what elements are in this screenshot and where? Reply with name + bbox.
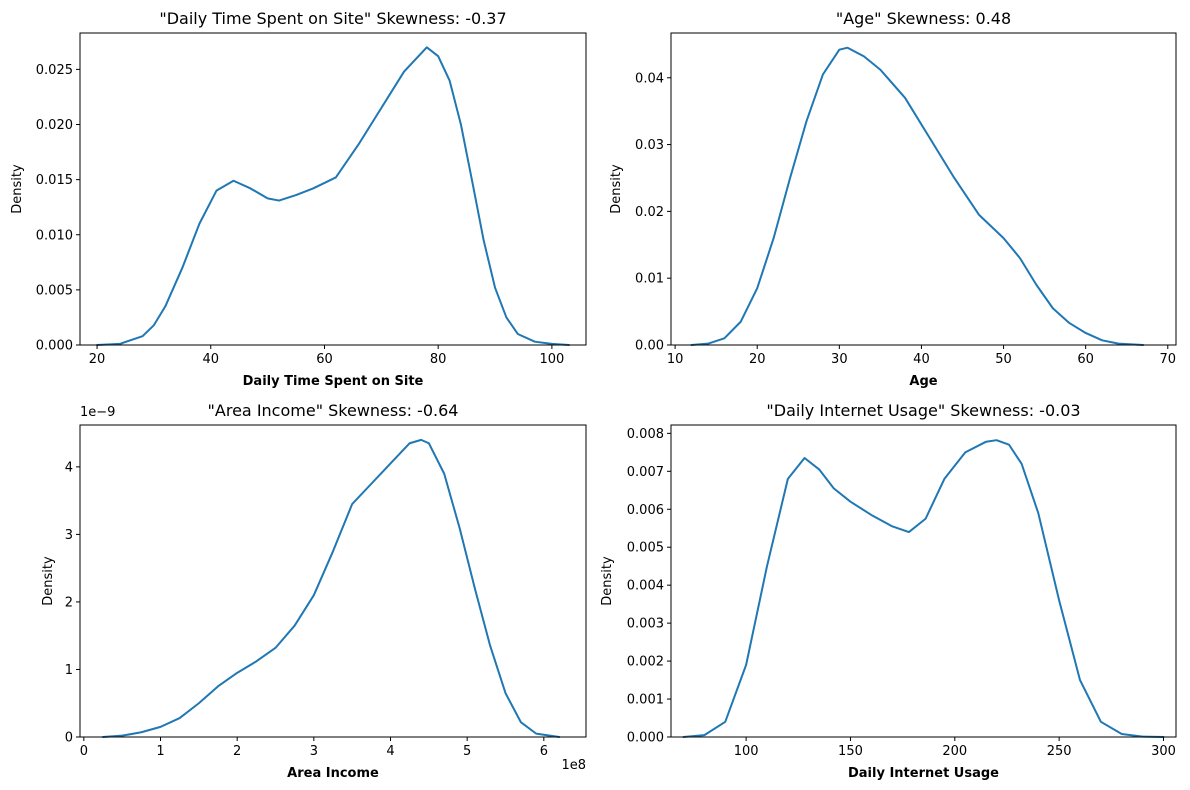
y-axis-label: Density [600,556,615,606]
y-tick-label: 3 [65,528,73,543]
subplot-1: "Daily Time Spent on Site" Skewness: -0.… [10,9,587,389]
x-tick-label: 100 [539,352,564,367]
x-tick-label: 60 [316,352,333,367]
y-tick-label: 0 [65,731,73,746]
x-tick-label: 60 [1077,352,1094,367]
axes-frame [670,32,1177,346]
y-tick-label: 0.000 [36,339,73,354]
x-tick-label: 300 [1151,744,1176,759]
y-offset-label: 1e−9 [80,405,115,420]
y-tick-label: 0.002 [627,655,664,670]
y-tick-label: 0.007 [627,465,664,480]
y-tick-label: 0.008 [627,427,664,442]
y-tick-label: 0.02 [635,205,664,220]
y-tick-label: 0.010 [36,228,73,243]
y-tick-label: 0.03 [635,138,664,153]
x-tick-label: 10 [667,352,684,367]
y-tick-label: 0.020 [36,118,73,133]
x-tick-label: 2 [233,744,241,759]
axes-frame [79,424,587,738]
y-tick-label: 0.00 [635,339,664,354]
x-axis-label: Daily Internet Usage [848,766,999,781]
x-tick-label: 70 [1160,352,1177,367]
x-tick-label: 20 [749,352,766,367]
x-tick-label: 0 [80,744,88,759]
density-line [690,46,1145,346]
y-tick-label: 0.003 [627,617,664,632]
x-tick-label: 80 [430,352,447,367]
y-tick-label: 0.005 [36,283,73,298]
x-tick-label: 30 [831,352,848,367]
chart-title: "Age" Skewness: 0.48 [836,9,1011,28]
density-line [96,46,570,346]
y-tick-label: 0.04 [635,71,664,86]
y-tick-label: 4 [65,460,73,475]
subplot-3: "Area Income" Skewness: -0.64 0 1 2 3 4 5 6 0 1 2 3… [41,401,587,781]
y-tick-label: 0.001 [627,693,664,708]
axes-frame [79,32,587,346]
x-tick-label: 40 [913,352,930,367]
x-tick-label: 20 [89,352,106,367]
y-tick-label: 2 [65,595,73,610]
x-tick-label: 150 [838,744,863,759]
y-axis-label: Density [609,164,624,214]
y-tick-label: 0.000 [627,731,664,746]
y-tick-label: 1 [65,663,73,678]
y-axis-label: Density [41,556,56,606]
x-tick-label: 5 [463,744,471,759]
y-tick-label: 0.015 [36,173,73,188]
x-tick-label: 6 [540,744,548,759]
y-tick-label: 0.004 [627,579,664,594]
x-tick-label: 3 [310,744,318,759]
x-tick-label: 40 [202,352,219,367]
x-tick-label: 1 [156,744,164,759]
y-tick-label: 0.005 [627,541,664,556]
chart-title: "Daily Time Spent on Site" Skewness: -0.… [159,9,506,28]
x-tick-label: 4 [386,744,394,759]
x-tick-label: 100 [734,744,759,759]
y-tick-label: 0.006 [627,503,664,518]
y-tick-label: 0.025 [36,63,73,78]
x-axis-label: Area Income [287,766,379,781]
density-line [102,438,561,738]
y-tick-label: 0.01 [635,272,664,287]
density-line [682,439,1165,738]
chart-title: "Daily Internet Usage" Skewness: -0.03 [766,401,1080,420]
subplot-4: "Daily Internet Usage" Skewness: -0.03 10… [600,401,1177,781]
axes-frame [670,424,1177,738]
chart-title: "Area Income" Skewness: -0.64 [208,401,459,420]
subplot-2: "Age" Skewness: 0.48 10 20 30 40 50 60 70 0.00 0.… [609,9,1177,389]
x-axis-label: Age [909,374,937,389]
x-tick-label: 50 [995,352,1012,367]
x-tick-label: 200 [942,744,967,759]
x-axis-label: Daily Time Spent on Site [243,374,424,389]
x-offset-label: 1e8 [561,758,586,773]
y-axis-label: Density [10,164,25,214]
x-tick-label: 250 [1047,744,1072,759]
